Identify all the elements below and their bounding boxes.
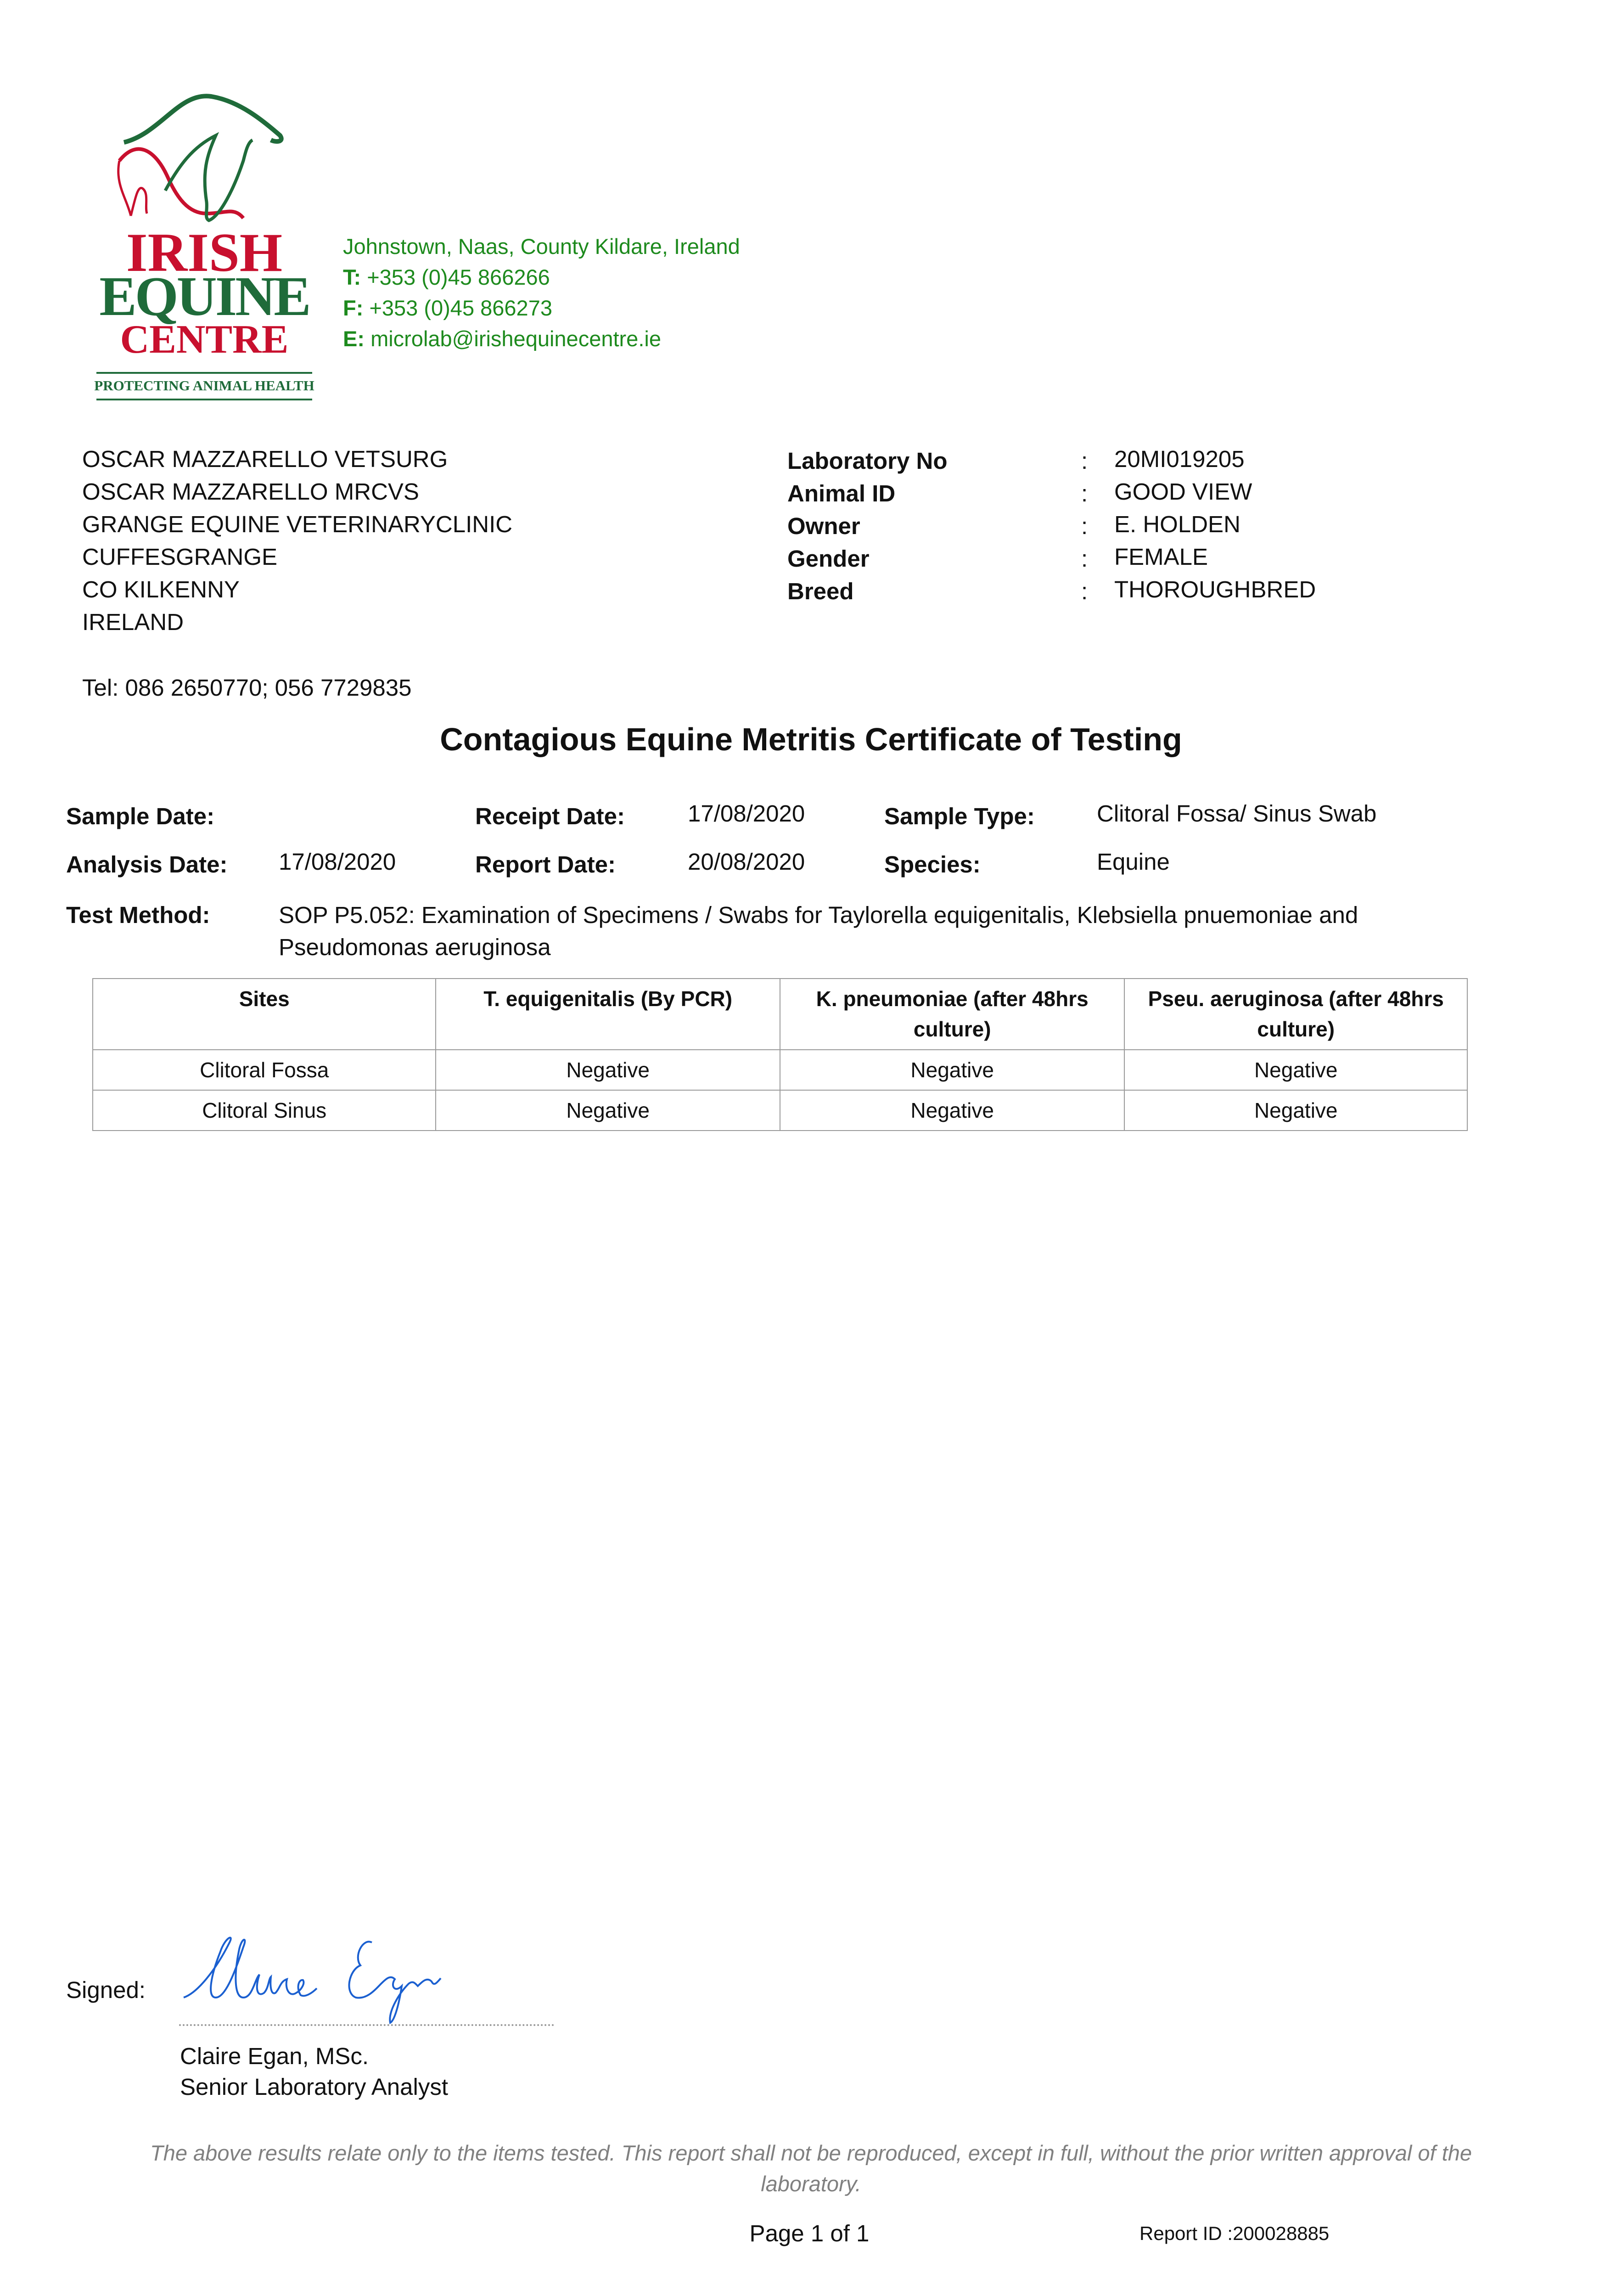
sample-date-label: Sample Date: [66,803,215,829]
horse-logo-icon [117,94,284,222]
report-date-value: 20/08/2020 [688,849,805,875]
recipient-line: IRELAND [82,609,184,635]
logo: IRISH EQUINE CENTRE PROTECTING ANIMAL HE… [87,92,321,409]
analysis-date-value: 17/08/2020 [279,849,396,875]
analysis-date-label: Analysis Date: [66,851,228,878]
phone-label: T: [343,265,361,289]
owner-value: E. HOLDEN [1114,511,1240,537]
animal-id-label: Animal ID [787,480,896,506]
separator: : [1081,513,1088,539]
logo-divider-top [96,372,312,374]
signed-label: Signed: [66,1977,146,2003]
signatory-name: Claire Egan, MSc. [180,2043,369,2069]
recipient-line: OSCAR MAZZARELLO VETSURG [82,446,448,472]
logo-tagline: PROTECTING ANIMAL HEALTH [94,377,314,394]
handwritten-signature-icon [183,1936,442,2024]
species-value: Equine [1097,849,1170,875]
test-method-line-2: Pseudomonas aeruginosa [279,934,551,960]
site-cell: Clitoral Sinus [92,1090,437,1131]
sample-type-label: Sample Type: [884,803,1035,829]
email-label: E: [343,326,365,351]
lab-no-label: Laboratory No [787,448,948,474]
breed-label: Breed [787,578,854,604]
breed-value: THOROUGHBRED [1114,576,1316,602]
logo-text-centre: CENTRE [120,317,289,362]
lab-no-value: 20MI019205 [1114,446,1245,472]
animal-id-value: GOOD VIEW [1114,478,1252,505]
test-method-label: Test Method: [66,902,210,928]
header-pseu-aeruginosa: Pseu. aeruginosa (after 48hrs culture) [1124,978,1468,1050]
phone-value: +353 (0)45 866266 [367,265,550,289]
separator: : [1081,578,1088,604]
species-label: Species: [884,851,981,878]
separator: : [1081,546,1088,572]
logo-text-irish: IRISH [126,222,283,283]
page-title: Contagious Equine Metritis Certificate o… [440,721,1182,757]
email-value[interactable]: microlab@irishequinecentre.ie [370,326,661,351]
logo-divider-bottom [96,399,312,400]
fax-value: +353 (0)45 866273 [369,296,552,320]
fax-label: F: [343,296,364,320]
header-k-pneumoniae: K. pneumoniae (after 48hrs culture) [779,978,1125,1050]
logo-text-equine: EQUINE [99,265,311,327]
separator: : [1081,448,1088,474]
lab-phone: T: +353 (0)45 866266 [343,264,550,291]
recipient-line: CO KILKENNY [82,576,240,602]
lab-fax: F: +353 (0)45 866273 [343,294,552,322]
result-cell: Negative [779,1090,1125,1131]
signature-image [179,1929,500,2025]
lab-address: Johnstown, Naas, County Kildare, Ireland [343,234,740,259]
header-sites: Sites [92,978,437,1050]
disclaimer-text: The above results relate only to the ite… [150,2141,1472,2196]
receipt-date-label: Receipt Date: [475,803,625,829]
report-date-label: Report Date: [475,851,616,878]
result-cell: Negative [435,1049,780,1091]
sample-type-value: Clitoral Fossa/ Sinus Swab [1097,800,1377,827]
recipient-tel: Tel: 086 2650770; 056 7729835 [82,675,412,701]
results-table: Sites T. equigenitalis (By PCR) K. pneum… [92,978,1468,1131]
page-number: Page 1 of 1 [749,2220,870,2246]
site-cell: Clitoral Fossa [92,1049,437,1091]
signatory-role: Senior Laboratory Analyst [180,2074,449,2100]
lab-email: E: microlab@irishequinecentre.ie [343,325,661,353]
report-id: Report ID :200028885 [1139,2223,1330,2244]
receipt-date-value: 17/08/2020 [688,800,805,827]
table-header-row: Sites T. equigenitalis (By PCR) K. pneum… [92,978,1468,1050]
table-row: Clitoral Fossa Negative Negative Negativ… [92,1049,1468,1091]
result-cell: Negative [1124,1049,1468,1091]
owner-label: Owner [787,513,860,539]
table-row: Clitoral Sinus Negative Negative Negativ… [92,1090,1468,1131]
result-cell: Negative [779,1049,1125,1091]
signature-line [179,2024,554,2026]
gender-value: FEMALE [1114,544,1208,570]
disclaimer: The above results relate only to the ite… [0,2138,1622,2199]
header-t-equigenitalis: T. equigenitalis (By PCR) [435,978,780,1050]
gender-label: Gender [787,546,870,572]
recipient-line: CUFFESGRANGE [82,544,278,570]
test-method-line-1: SOP P5.052: Examination of Specimens / S… [279,902,1358,928]
result-cell: Negative [1124,1090,1468,1131]
separator: : [1081,480,1088,506]
recipient-line: GRANGE EQUINE VETERINARYCLINIC [82,511,513,537]
recipient-line: OSCAR MAZZARELLO MRCVS [82,478,419,505]
result-cell: Negative [435,1090,780,1131]
